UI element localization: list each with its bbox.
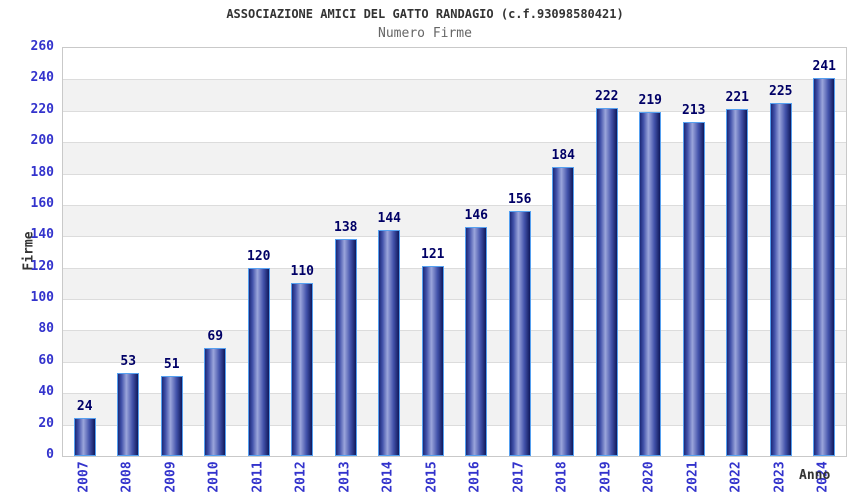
y-tick-label: 40 xyxy=(38,384,54,400)
bar-value-label: 138 xyxy=(334,220,358,236)
x-tick-label: 2012 xyxy=(293,461,309,493)
gridline xyxy=(63,299,846,301)
y-tick-label: 240 xyxy=(30,70,54,86)
bar xyxy=(334,239,357,456)
gridline xyxy=(63,361,846,363)
y-tick-label: 260 xyxy=(30,39,54,54)
gridline xyxy=(63,424,846,426)
bar-value-label: 241 xyxy=(812,58,836,74)
plot-band xyxy=(63,236,846,268)
plot-band xyxy=(63,361,846,394)
plot-band xyxy=(63,393,846,425)
plot-area: 24 53 51 69 120 110 138 144 121 146 156 184 222 219 21… xyxy=(62,47,847,457)
plot-band xyxy=(63,299,846,331)
gridline xyxy=(63,79,846,81)
bar-value-label: 110 xyxy=(290,264,314,280)
plot-band xyxy=(63,110,846,143)
y-tick-label: 60 xyxy=(38,352,54,368)
chart-subtitle: Numero Firme xyxy=(378,26,472,41)
plot-band xyxy=(63,173,846,205)
x-tick-label: 2019 xyxy=(598,461,614,493)
x-tick-label: 2017 xyxy=(511,461,527,493)
bar xyxy=(247,267,270,456)
plot-band xyxy=(63,424,846,456)
bar-value-label: 221 xyxy=(725,90,749,106)
bar-value-label: 222 xyxy=(595,88,619,104)
plot-band xyxy=(63,204,846,237)
bar-value-label: 24 xyxy=(76,399,93,415)
bar xyxy=(726,109,749,456)
bar xyxy=(291,283,314,456)
bar xyxy=(378,230,401,456)
x-tick-label: 2013 xyxy=(337,461,353,493)
bar xyxy=(813,77,836,456)
gridline xyxy=(63,110,846,112)
x-tick-label: 2009 xyxy=(163,461,179,493)
bar-value-label: 120 xyxy=(247,248,271,264)
bar-value-label: 219 xyxy=(638,93,662,109)
bar-value-label: 213 xyxy=(682,102,706,118)
x-tick-label: 2018 xyxy=(554,461,570,493)
x-tick-label: 2020 xyxy=(641,461,657,493)
bar-value-label: 51 xyxy=(163,356,180,372)
bar-value-label: 184 xyxy=(551,148,575,164)
y-tick-label: 120 xyxy=(30,258,54,274)
plot-band xyxy=(63,330,846,362)
gridline xyxy=(63,142,846,144)
y-tick-label: 80 xyxy=(38,321,54,337)
bar xyxy=(639,112,662,456)
bar xyxy=(73,418,96,456)
gridline xyxy=(63,330,846,332)
x-tick-label: 2011 xyxy=(250,461,266,493)
bar xyxy=(769,102,792,456)
y-tick-label: 140 xyxy=(30,227,54,243)
bar-value-label: 53 xyxy=(120,353,137,369)
x-tick-label: 2022 xyxy=(728,461,744,493)
bar-value-label: 225 xyxy=(769,83,793,99)
y-tick-label: 200 xyxy=(30,133,54,149)
y-tick-label: 0 xyxy=(46,447,54,462)
y-tick-label: 20 xyxy=(38,415,54,431)
gridline xyxy=(63,393,846,395)
bar-value-label: 69 xyxy=(207,328,224,344)
chart-title: ASSOCIAZIONE AMICI DEL GATTO RANDAGIO (c… xyxy=(226,7,624,21)
bar xyxy=(160,375,183,456)
gridline xyxy=(63,173,846,175)
gridline xyxy=(63,204,846,206)
bar xyxy=(465,226,488,456)
gridline xyxy=(63,236,846,238)
bar xyxy=(117,372,140,456)
x-tick-label: 2023 xyxy=(772,461,788,493)
y-tick-label: 100 xyxy=(30,290,54,306)
plot-band xyxy=(63,142,846,174)
plot-band xyxy=(63,79,846,111)
y-tick-label: 220 xyxy=(30,101,54,117)
x-tick-label: 2015 xyxy=(424,461,440,493)
y-tick-label: 160 xyxy=(30,195,54,211)
plot-band xyxy=(63,48,846,80)
bar xyxy=(508,211,531,456)
bar xyxy=(552,167,575,456)
bar xyxy=(421,266,444,456)
bar xyxy=(682,121,705,456)
x-axis-title: Anno xyxy=(799,468,831,483)
y-tick-label: 180 xyxy=(30,164,54,180)
x-tick-label: 2010 xyxy=(206,461,222,493)
bar-value-label: 146 xyxy=(464,207,488,223)
x-tick-label: 2016 xyxy=(467,461,483,493)
plot-band xyxy=(63,267,846,300)
x-tick-label: 2021 xyxy=(685,461,701,493)
bar-value-label: 121 xyxy=(421,247,445,263)
bar xyxy=(595,107,618,456)
bar-value-label: 144 xyxy=(377,211,401,227)
bar xyxy=(204,347,227,456)
gridline xyxy=(63,267,846,269)
bar-value-label: 156 xyxy=(508,192,532,208)
x-tick-label: 2007 xyxy=(76,461,92,493)
x-tick-label: 2008 xyxy=(119,461,135,493)
x-tick-label: 2014 xyxy=(380,461,396,493)
